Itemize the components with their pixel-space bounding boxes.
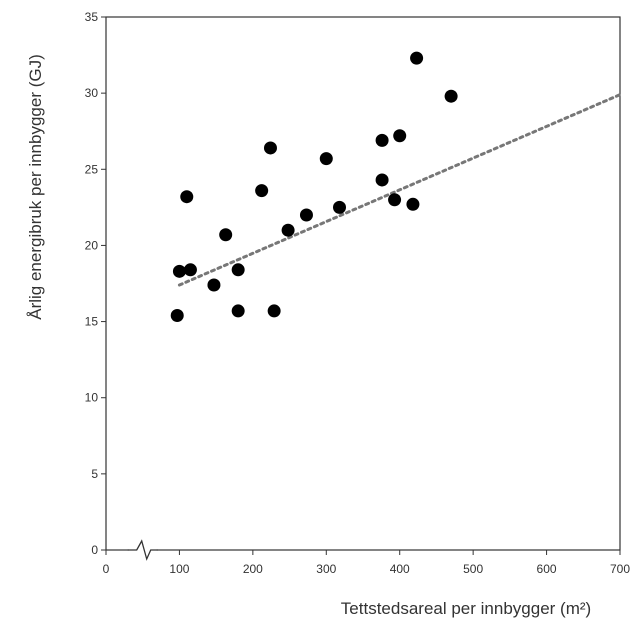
data-point — [319, 152, 333, 166]
y-tick-label: 5 — [91, 467, 98, 481]
data-point — [444, 89, 458, 103]
y-tick-label: 15 — [85, 315, 99, 329]
data-point — [170, 308, 184, 322]
data-point — [393, 129, 407, 143]
data-point — [172, 264, 186, 278]
x-axis-break-mark — [127, 539, 158, 561]
x-axis-ticks: 0 100 200 300 400 500 600 700 — [103, 550, 630, 576]
y-tick-label: 0 — [91, 543, 98, 557]
y-axis-label: Årlig energibruk per innbygger (GJ) — [26, 54, 45, 320]
data-point — [375, 133, 389, 147]
data-point — [255, 184, 269, 198]
trend-line — [177, 93, 622, 287]
data-point — [281, 223, 295, 237]
data-point — [267, 304, 281, 318]
data-point — [263, 141, 277, 155]
x-tick-label: 500 — [463, 562, 483, 576]
data-point — [333, 200, 347, 214]
data-point — [299, 208, 313, 222]
x-tick-label: 600 — [537, 562, 557, 576]
data-point — [388, 193, 402, 207]
axis-break-zigzag — [127, 539, 158, 561]
y-tick-label: 10 — [85, 391, 99, 405]
x-tick-label: 0 — [103, 562, 110, 576]
x-tick-label: 100 — [169, 562, 189, 576]
x-tick-label: 200 — [243, 562, 263, 576]
x-tick-label: 700 — [610, 562, 630, 576]
y-axis-ticks: 0 5 10 15 20 25 30 35 — [85, 10, 106, 557]
data-point — [410, 51, 424, 65]
data-point — [219, 228, 233, 242]
y-tick-label: 35 — [85, 10, 99, 24]
data-point — [375, 173, 389, 187]
plot-frame — [105, 16, 621, 551]
data-point — [231, 263, 245, 277]
data-point — [406, 197, 420, 211]
y-tick-label: 25 — [85, 162, 99, 176]
x-tick-label: 300 — [316, 562, 336, 576]
axis-break-gap — [128, 546, 157, 554]
y-tick-label: 30 — [85, 86, 99, 100]
data-point — [180, 190, 194, 204]
data-points — [170, 51, 458, 322]
x-tick-label: 400 — [390, 562, 410, 576]
data-point — [207, 278, 221, 292]
x-axis-label: Tettstedsareal per innbygger (m²) — [341, 599, 591, 618]
data-point — [183, 263, 197, 277]
data-point — [231, 304, 245, 318]
y-tick-label: 20 — [85, 238, 99, 252]
